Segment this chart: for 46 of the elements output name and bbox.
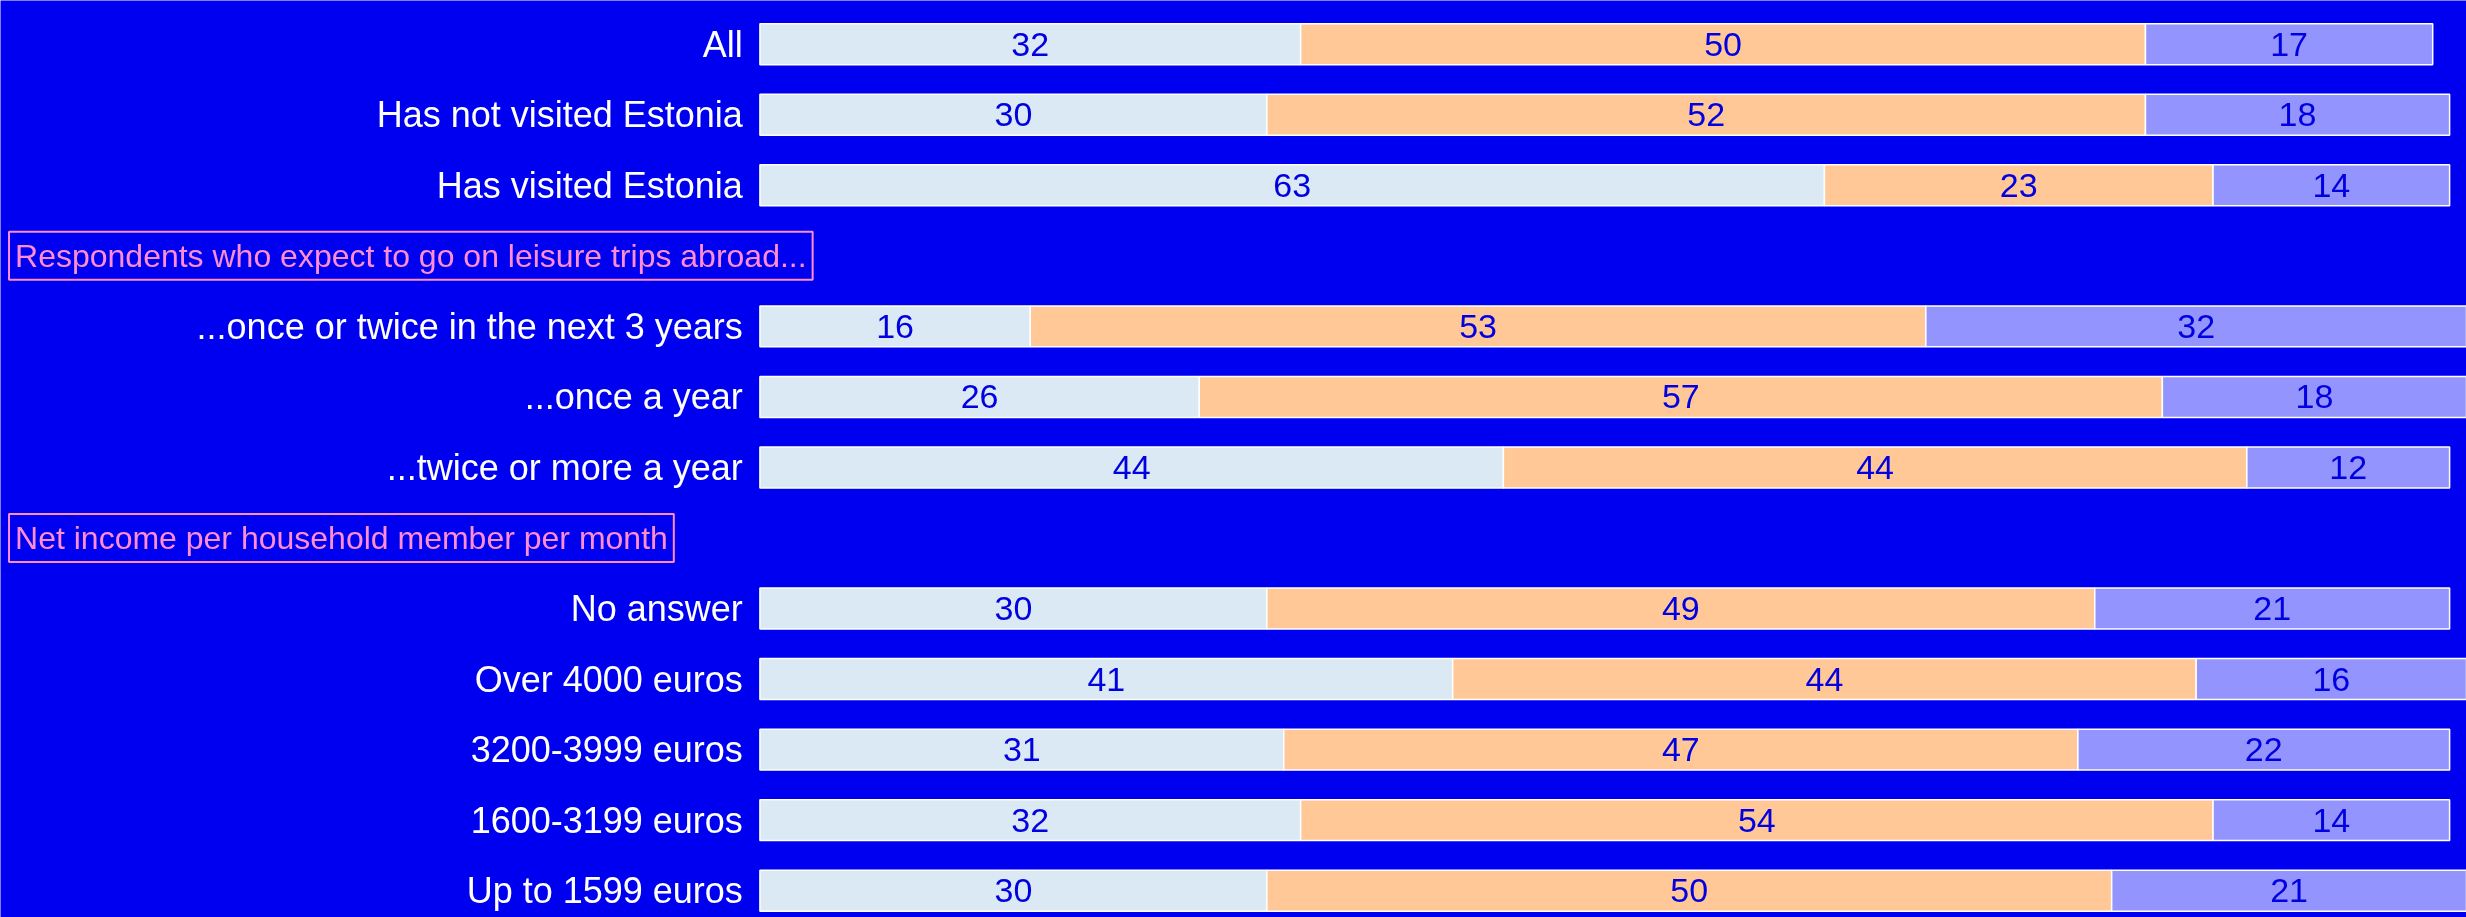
data-label: 17: [2270, 24, 2308, 63]
y-tick-label: Over 4000 euros: [474, 658, 743, 700]
data-label: 14: [2312, 800, 2351, 839]
data-label: 26: [960, 377, 999, 416]
y-tick-label: Has not visited Estonia: [376, 94, 744, 136]
y-tick-label: Up to 1599 euros: [466, 870, 743, 912]
data-label: 32: [1011, 800, 1050, 839]
data-label: 44: [1856, 447, 1895, 486]
data-label: 41: [1087, 659, 1126, 698]
data-label: 31: [1002, 730, 1041, 769]
y-tick-label: ...twice or more a year: [386, 446, 743, 488]
data-label: 49: [1661, 589, 1700, 628]
data-label: 32: [1011, 24, 1050, 63]
y-tick-label: All: [702, 23, 743, 65]
y-tick-label: 1600-3199 euros: [470, 799, 743, 841]
data-label: 52: [1687, 95, 1726, 134]
y-tick-label: No answer: [570, 588, 743, 630]
data-label: 16: [876, 306, 915, 345]
data-label: 12: [2329, 447, 2368, 486]
text: Net income per household member per month: [15, 520, 668, 556]
data-label: 30: [994, 95, 1033, 134]
y-tick-label: Has visited Estonia: [436, 164, 744, 206]
data-label: 57: [1661, 377, 1700, 416]
data-label: 21: [2270, 871, 2308, 910]
y-tick-label: ...once a year: [524, 376, 743, 418]
data-label: 32: [2177, 306, 2216, 345]
data-label: 47: [1661, 730, 1700, 769]
data-label: 50: [1670, 871, 1709, 910]
data-label: 14: [2312, 165, 2351, 204]
y-tick-label: 3200-3999 euros: [470, 729, 743, 771]
data-label: 30: [994, 871, 1033, 910]
data-label: 21: [2253, 589, 2292, 628]
data-label: 44: [1112, 447, 1151, 486]
data-label: 53: [1459, 306, 1497, 345]
data-label: 23: [1999, 165, 2038, 204]
data-label: 44: [1805, 659, 1844, 698]
y-tick-label: ...once or twice in the next 3 years: [196, 305, 743, 347]
data-label: 50: [1704, 24, 1742, 63]
data-label: 54: [1737, 800, 1776, 839]
data-label: 30: [994, 589, 1033, 628]
data-label: 16: [2312, 659, 2351, 698]
annotation: Respondents who expect to go on leisure trips abroad...: [15, 237, 807, 274]
data-label: 22: [2244, 730, 2283, 769]
data-label: 63: [1273, 165, 1312, 204]
data-label: 18: [2295, 377, 2334, 416]
data-label: 18: [2278, 95, 2317, 134]
